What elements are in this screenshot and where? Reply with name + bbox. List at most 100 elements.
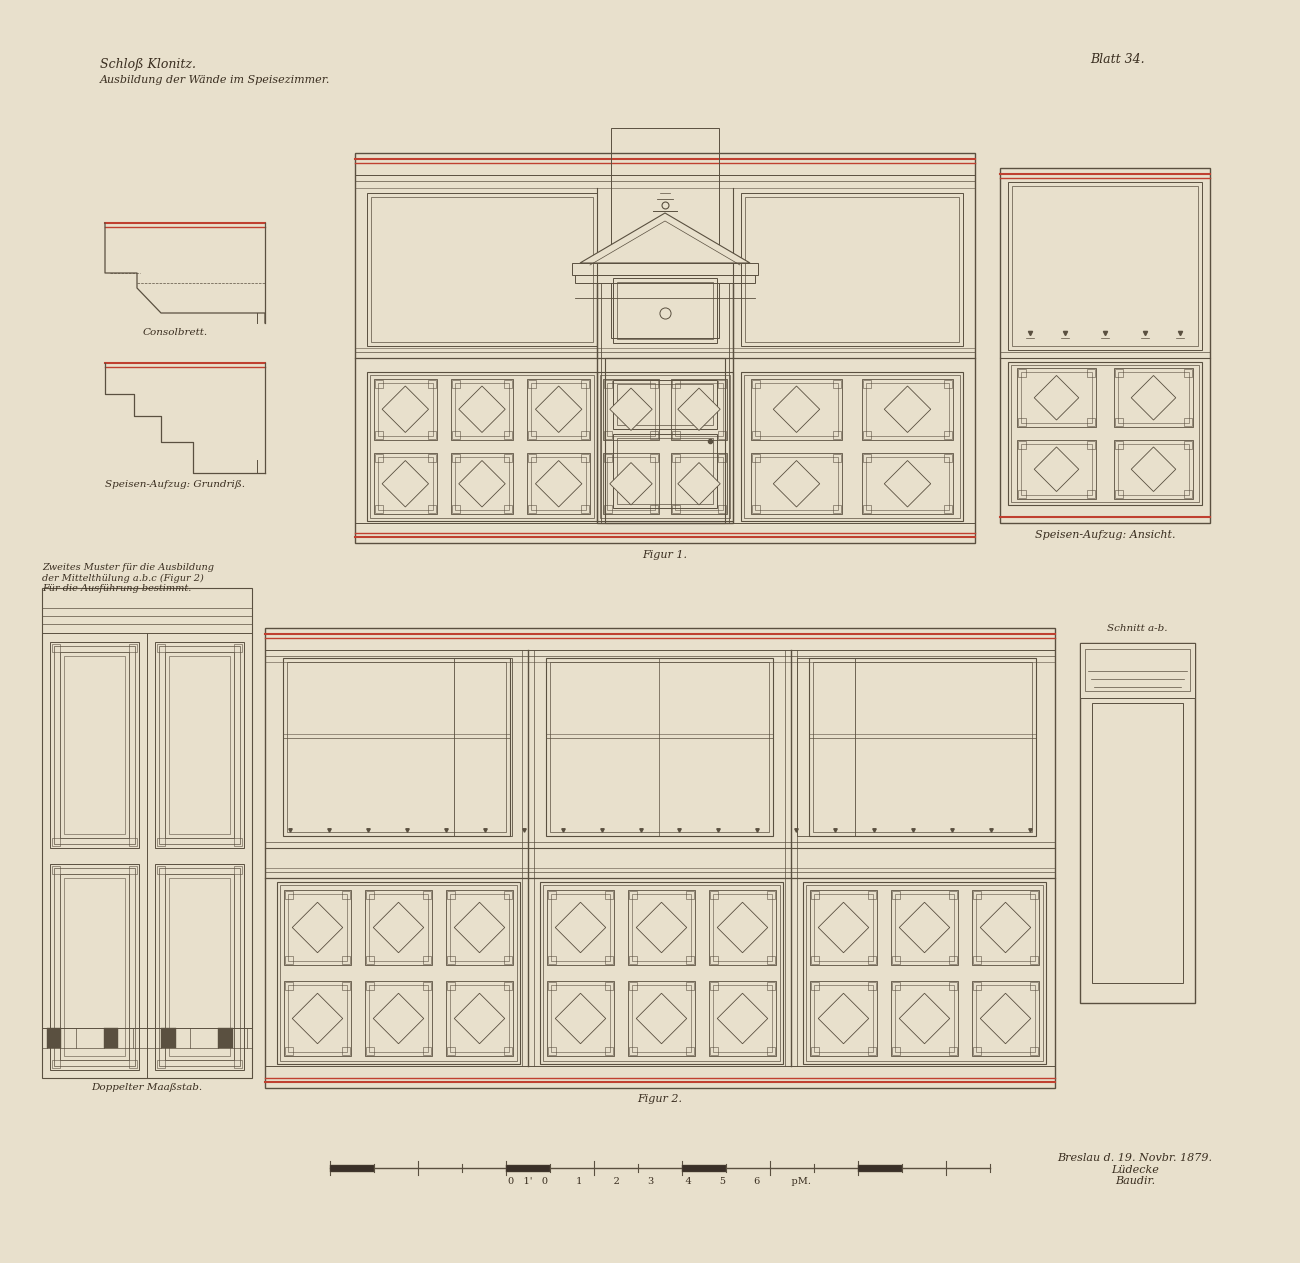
Bar (614, 380, 718, 428)
Bar (629, 983, 637, 990)
Text: Figur 1.: Figur 1. (642, 549, 688, 560)
Bar (621, 474, 641, 494)
Bar (603, 379, 659, 440)
Bar (1018, 370, 1026, 378)
Bar (604, 1047, 612, 1055)
Bar (1080, 643, 1195, 698)
Bar (447, 892, 455, 899)
Text: Blatt 34.: Blatt 34. (1089, 53, 1144, 66)
Bar (503, 1047, 512, 1055)
Bar (1118, 443, 1190, 495)
Bar (447, 1047, 455, 1055)
Bar (428, 455, 436, 462)
Bar (549, 474, 569, 494)
Bar (285, 956, 294, 964)
Bar (395, 474, 416, 494)
Bar (285, 892, 294, 899)
Bar (367, 956, 374, 964)
Bar (155, 642, 244, 847)
Bar (547, 981, 614, 1056)
Bar (710, 981, 776, 1056)
Polygon shape (459, 461, 506, 506)
Bar (682, 1164, 725, 1172)
Text: Speisen-Aufzug: Ansicht.: Speisen-Aufzug: Ansicht. (1035, 530, 1175, 541)
Bar (367, 983, 374, 990)
Bar (367, 892, 374, 899)
Bar (1008, 362, 1202, 505)
Bar (42, 589, 252, 1079)
Bar (710, 892, 719, 899)
Polygon shape (900, 993, 950, 1043)
Bar (741, 373, 963, 522)
Bar (547, 890, 614, 965)
Bar (675, 383, 723, 436)
Bar (597, 263, 733, 523)
Bar (374, 453, 437, 514)
Polygon shape (900, 902, 950, 952)
Polygon shape (774, 461, 820, 506)
Bar (629, 1047, 637, 1055)
Bar (611, 128, 719, 338)
Polygon shape (980, 993, 1031, 1043)
Bar (64, 878, 125, 1056)
Bar (455, 383, 510, 436)
Polygon shape (382, 386, 429, 432)
Bar (104, 1028, 118, 1048)
Bar (810, 890, 876, 965)
Bar (504, 380, 512, 388)
Bar (632, 985, 690, 1052)
Bar (428, 431, 436, 438)
Bar (1000, 168, 1210, 523)
Bar (751, 505, 760, 513)
Bar (814, 985, 872, 1052)
Polygon shape (454, 902, 504, 952)
Text: Figur 2.: Figur 2. (637, 1094, 682, 1104)
Bar (892, 1047, 901, 1055)
Bar (451, 379, 514, 440)
Bar (549, 399, 569, 419)
Bar (157, 837, 165, 846)
Bar (572, 263, 758, 275)
Bar (528, 455, 536, 462)
Bar (1030, 892, 1037, 899)
Bar (1011, 186, 1199, 346)
Bar (374, 380, 384, 388)
Bar (157, 1060, 165, 1068)
Bar (47, 1028, 61, 1048)
Bar (581, 505, 589, 513)
Bar (628, 981, 694, 1056)
Bar (129, 866, 136, 874)
Bar (287, 662, 506, 832)
Polygon shape (677, 388, 720, 431)
Bar (1018, 490, 1026, 498)
Bar (797, 658, 855, 836)
Bar (428, 505, 436, 513)
Bar (504, 431, 512, 438)
Bar (342, 956, 350, 964)
Bar (897, 474, 918, 494)
Bar (618, 384, 712, 424)
Bar (833, 431, 841, 438)
Polygon shape (1131, 447, 1175, 491)
Bar (55, 645, 135, 844)
Bar (1087, 490, 1096, 498)
Bar (503, 956, 512, 964)
Bar (504, 455, 512, 462)
Polygon shape (382, 461, 429, 506)
Bar (1020, 373, 1092, 423)
Bar (581, 380, 589, 388)
Bar (549, 892, 556, 899)
Bar (49, 642, 139, 847)
Bar (1018, 441, 1026, 448)
Bar (549, 983, 556, 990)
Bar (306, 916, 329, 938)
Bar (689, 474, 708, 494)
Bar (455, 457, 510, 510)
Bar (892, 890, 958, 965)
Bar (672, 505, 680, 513)
Bar (165, 874, 234, 1060)
Bar (129, 837, 136, 846)
Bar (863, 455, 871, 462)
Bar (1011, 365, 1199, 501)
Bar (422, 1047, 430, 1055)
